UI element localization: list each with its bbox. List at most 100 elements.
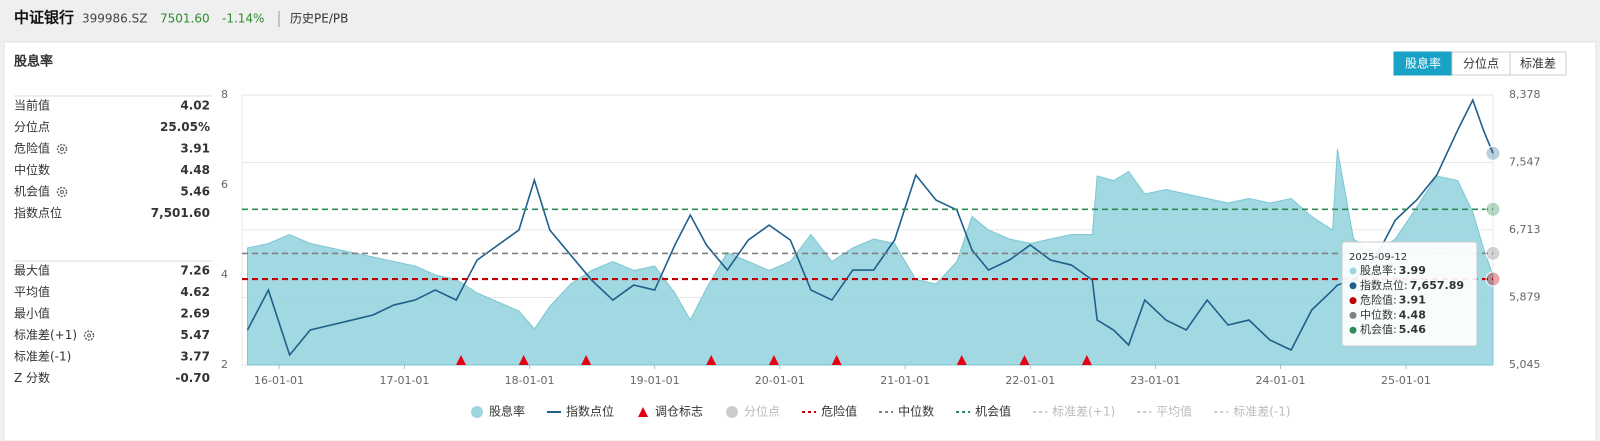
rebalance-marker (768, 355, 779, 365)
rebalance-marker (518, 355, 529, 365)
legend-label[interactable]: 机会值 (975, 404, 1011, 419)
legend-icon[interactable] (638, 407, 649, 417)
stat-label: 标准差(-1) (14, 350, 71, 364)
tooltip-dot (1349, 267, 1357, 275)
index-price: 7501.60 (160, 12, 210, 26)
settings-icon[interactable] (56, 186, 68, 198)
stat-value: 5.46 (180, 185, 210, 199)
stat-value: 25.05% (160, 120, 210, 134)
dividend-area (246, 148, 1494, 366)
x-tick-label: 20-01-01 (755, 374, 805, 387)
legend-label[interactable]: 危险值 (821, 404, 857, 419)
index-name: 中证银行 (14, 9, 74, 27)
rebalance-marker (1019, 355, 1030, 365)
settings-icon-hub (60, 190, 65, 194)
y-tick-label: 2 (221, 358, 228, 371)
stat-label: 中位数 (14, 162, 50, 177)
x-tick-label: 17-01-01 (379, 374, 429, 387)
stat-value: 4.62 (180, 285, 210, 299)
stat-label: 最小值 (14, 306, 50, 321)
rebalance-marker (956, 355, 967, 365)
tooltip (1341, 241, 1478, 347)
legend-icon[interactable] (726, 406, 739, 418)
x-tick-label: 25-01-01 (1381, 374, 1431, 387)
stat-label: 当前值 (14, 98, 50, 113)
tab-label[interactable]: 股息率 (1405, 56, 1441, 71)
rebalance-marker (831, 355, 842, 365)
legend-label[interactable]: 分位点 (744, 404, 780, 419)
tooltip-value: 3.99 (1399, 264, 1426, 277)
header-bar (0, 0, 1600, 40)
hover-dot (1485, 271, 1501, 287)
y2-tick-label: 6,713 (1509, 223, 1541, 236)
panel-title: 股息率 (14, 54, 53, 70)
tab[interactable] (1509, 51, 1567, 76)
settings-icon[interactable] (83, 330, 95, 341)
stat-label: 机会值 (14, 184, 50, 199)
tooltip-dot (1349, 326, 1357, 334)
legend-label[interactable]: 平均值 (1156, 404, 1192, 419)
tooltip-dot (1349, 282, 1357, 290)
tooltip-label: 机会值: (1360, 322, 1397, 336)
stat-label: 最大值 (14, 263, 50, 278)
index-line (246, 97, 1494, 357)
settings-icon[interactable] (56, 143, 68, 155)
legend-label[interactable]: 中位数 (898, 404, 934, 419)
tab-label[interactable]: 分位点 (1463, 56, 1499, 71)
x-tick-label: 23-01-01 (1130, 374, 1180, 387)
tooltip-label: 中位数: (1360, 307, 1397, 321)
tooltip-value: 5.46 (1399, 323, 1426, 336)
legend-label[interactable]: 股息率 (489, 404, 525, 419)
hover-dot (1485, 245, 1501, 261)
x-tick-label: 19-01-01 (630, 374, 680, 387)
y2-tick-label: 8,378 (1509, 88, 1541, 101)
legend-label[interactable]: 指数点位 (566, 404, 614, 419)
x-tick-label: 16-01-01 (254, 374, 304, 387)
stat-label: 危险值 (14, 141, 50, 156)
index-code: 399986.SZ (82, 12, 147, 26)
y2-tick-label: 5,879 (1509, 290, 1541, 303)
legend-label[interactable]: 标准差(-1) (1233, 405, 1290, 419)
stat-label: 指数点位 (14, 205, 62, 220)
y2-tick-label: 7,547 (1509, 155, 1541, 168)
stat-label: 标准差(+1) (14, 328, 77, 342)
tooltip-value: 4.48 (1399, 308, 1426, 321)
stat-label: Z 分数 (14, 370, 50, 385)
hover-dot (1485, 145, 1501, 161)
stat-value: 7.26 (180, 264, 210, 278)
legend-label[interactable]: 调仓标志 (655, 405, 703, 419)
index-change: -1.14% (222, 12, 264, 26)
x-tick-label: 18-01-01 (505, 374, 555, 387)
stat-value: 7,501.60 (151, 206, 210, 220)
x-tick-label: 22-01-01 (1005, 374, 1055, 387)
tooltip-dot (1349, 297, 1357, 305)
rebalance-marker (581, 355, 592, 365)
tooltip-dot (1349, 311, 1357, 319)
tooltip-label: 危险值: (1360, 293, 1397, 307)
history-link[interactable]: 历史PE/PB (290, 12, 348, 26)
hover-dot (1485, 201, 1501, 217)
settings-icon-hub (87, 333, 92, 338)
tooltip-label: 指数点位: (1360, 278, 1408, 292)
rebalance-marker (1081, 355, 1092, 365)
y2-tick-label: 5,045 (1509, 358, 1541, 371)
stat-value: -0.70 (175, 371, 210, 385)
y-tick-label: 8 (221, 88, 228, 101)
stat-value: 3.77 (180, 350, 210, 364)
legend-icon[interactable] (471, 406, 483, 418)
tooltip-title: 2025-09-12 (1349, 252, 1407, 263)
y-tick-label: 4 (221, 268, 228, 281)
tooltip-label: 股息率: (1360, 263, 1397, 277)
stat-label: 分位点 (14, 119, 50, 134)
x-tick-label: 21-01-01 (880, 374, 930, 387)
stat-value: 5.47 (180, 328, 210, 342)
tab-label[interactable]: 标准差 (1520, 57, 1556, 71)
tooltip-value: 3.91 (1399, 294, 1426, 307)
rebalance-marker (456, 355, 467, 365)
x-tick-label: 24-01-01 (1256, 374, 1306, 387)
stat-value: 3.91 (180, 142, 210, 156)
legend-label[interactable]: 标准差(+1) (1052, 405, 1115, 419)
stat-value: 4.02 (180, 99, 210, 113)
